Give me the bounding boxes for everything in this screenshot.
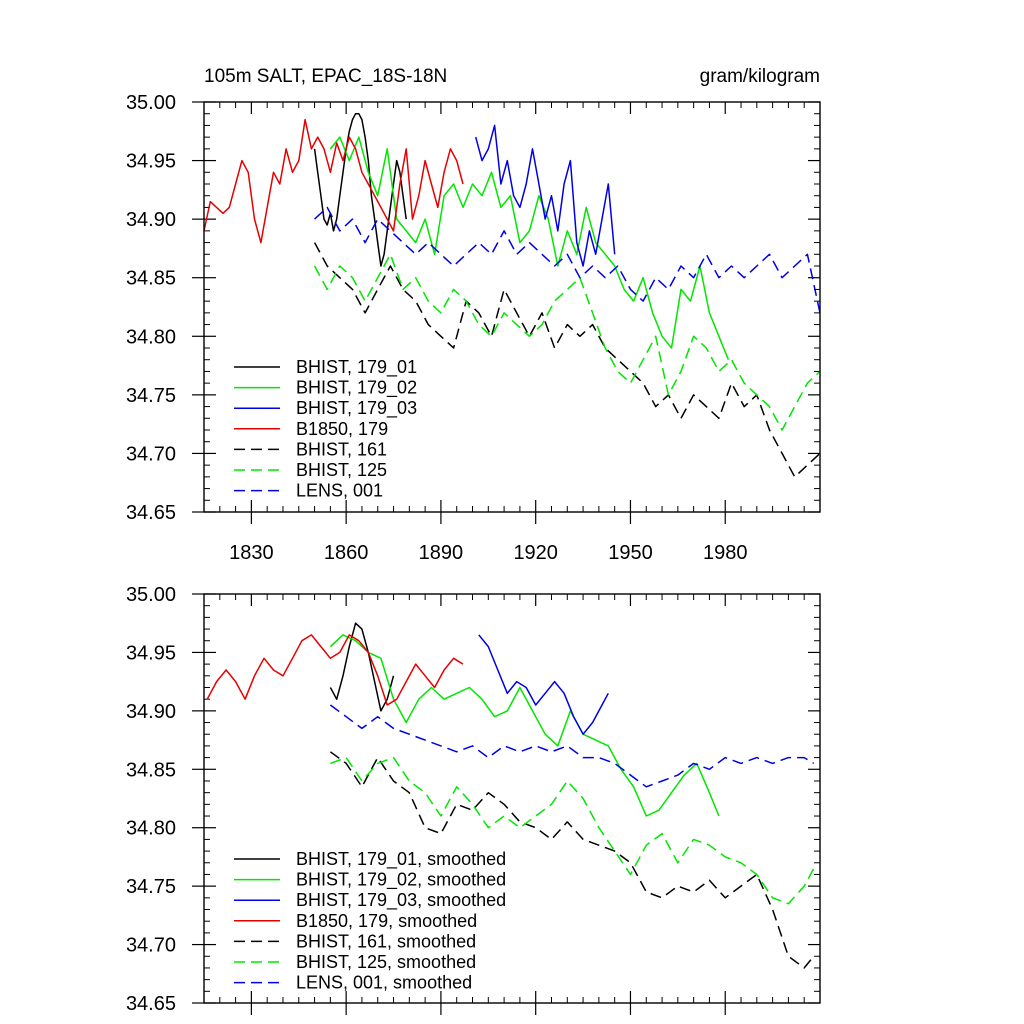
legend-label: B1850, 179 [296,419,388,439]
y-tick-label: 34.70 [126,935,176,957]
legend-label: BHIST, 179_03, smoothed [296,890,506,911]
panel-2: 34.65 34.70 34.75 34.80 34.85 34.90 34.95 35.00… [126,584,821,1015]
legend-label: BHIST, 179_01, smoothed [296,849,506,870]
x-tick-label: 1980 [703,542,748,564]
chart-title: 105m SALT, EPAC_18S-18N [204,66,447,87]
plot-frame [203,101,821,513]
series-line-bhist-179-01-smoothed [329,622,395,712]
x-tick-label: 1950 [608,542,653,564]
series-line-lens-001-smoothed [329,704,815,788]
legend-label: BHIST, 161 [296,439,387,459]
legend-label: BHIST, 125, smoothed [296,952,476,972]
series-line-bhist-125 [313,253,820,431]
series-line-b1850-179-smoothed [206,634,464,706]
series-line-bhist-179-03 [474,124,616,267]
legend-label: BHIST, 179_03 [296,398,417,419]
legend-label: B1850, 179, smoothed [296,911,477,931]
plot-frame [203,593,821,1004]
legend-label: BHIST, 179_01 [296,357,417,378]
y-tick-label: 34.80 [126,326,176,348]
legend-label: BHIST, 179_02 [296,378,417,399]
series-line-bhist-179-02 [329,136,730,360]
y-tick-label: 34.65 [126,993,176,1015]
series-line-bhist-161-smoothed [329,751,815,969]
legend-label: LENS, 001 [296,481,383,501]
y-tick-label: 34.80 [126,818,176,840]
legend-label: BHIST, 125 [296,460,387,480]
y-tick-label: 34.95 [126,642,176,664]
legend-label: LENS, 001, smoothed [296,973,472,993]
series-line-b1850-179 [204,118,464,244]
series-group [204,112,820,478]
chart-units: gram/kilogram [700,66,820,87]
series-line-bhist-161 [313,242,820,478]
series-line-bhist-179-01 [313,112,407,267]
legend-label: BHIST, 161, smoothed [296,931,476,951]
legend-label: BHIST, 179_02, smoothed [296,870,506,891]
series-line-bhist-179-03-smoothed [478,634,609,735]
y-tick-label: 34.90 [126,209,176,231]
series-line-bhist-125-smoothed [330,756,815,905]
y-tick-label: 34.70 [126,443,176,465]
y-tick-label: 34.85 [126,759,176,781]
y-tick-label: 34.75 [126,876,176,898]
x-tick-label: 1920 [513,542,558,564]
series-line-lens-001 [314,206,820,314]
x-tick-label: 1860 [324,542,369,564]
series-line-bhist-179-02-smoothed [329,634,720,817]
y-tick-label: 34.95 [126,151,176,173]
y-tick-label: 35.00 [126,584,176,606]
y-tick-label: 35.00 [126,92,176,114]
x-tick-label: 1830 [229,542,274,564]
y-tick-label: 34.75 [126,385,176,407]
y-tick-label: 34.85 [126,268,176,290]
series-group [206,622,815,969]
y-tick-label: 34.65 [126,502,176,524]
panel-1: 1830 1860 1890 1920 1950 1980 34.65 34.70 34.75 3… [126,92,821,564]
x-tick-label: 1890 [419,542,464,564]
y-tick-label: 34.90 [126,701,176,723]
